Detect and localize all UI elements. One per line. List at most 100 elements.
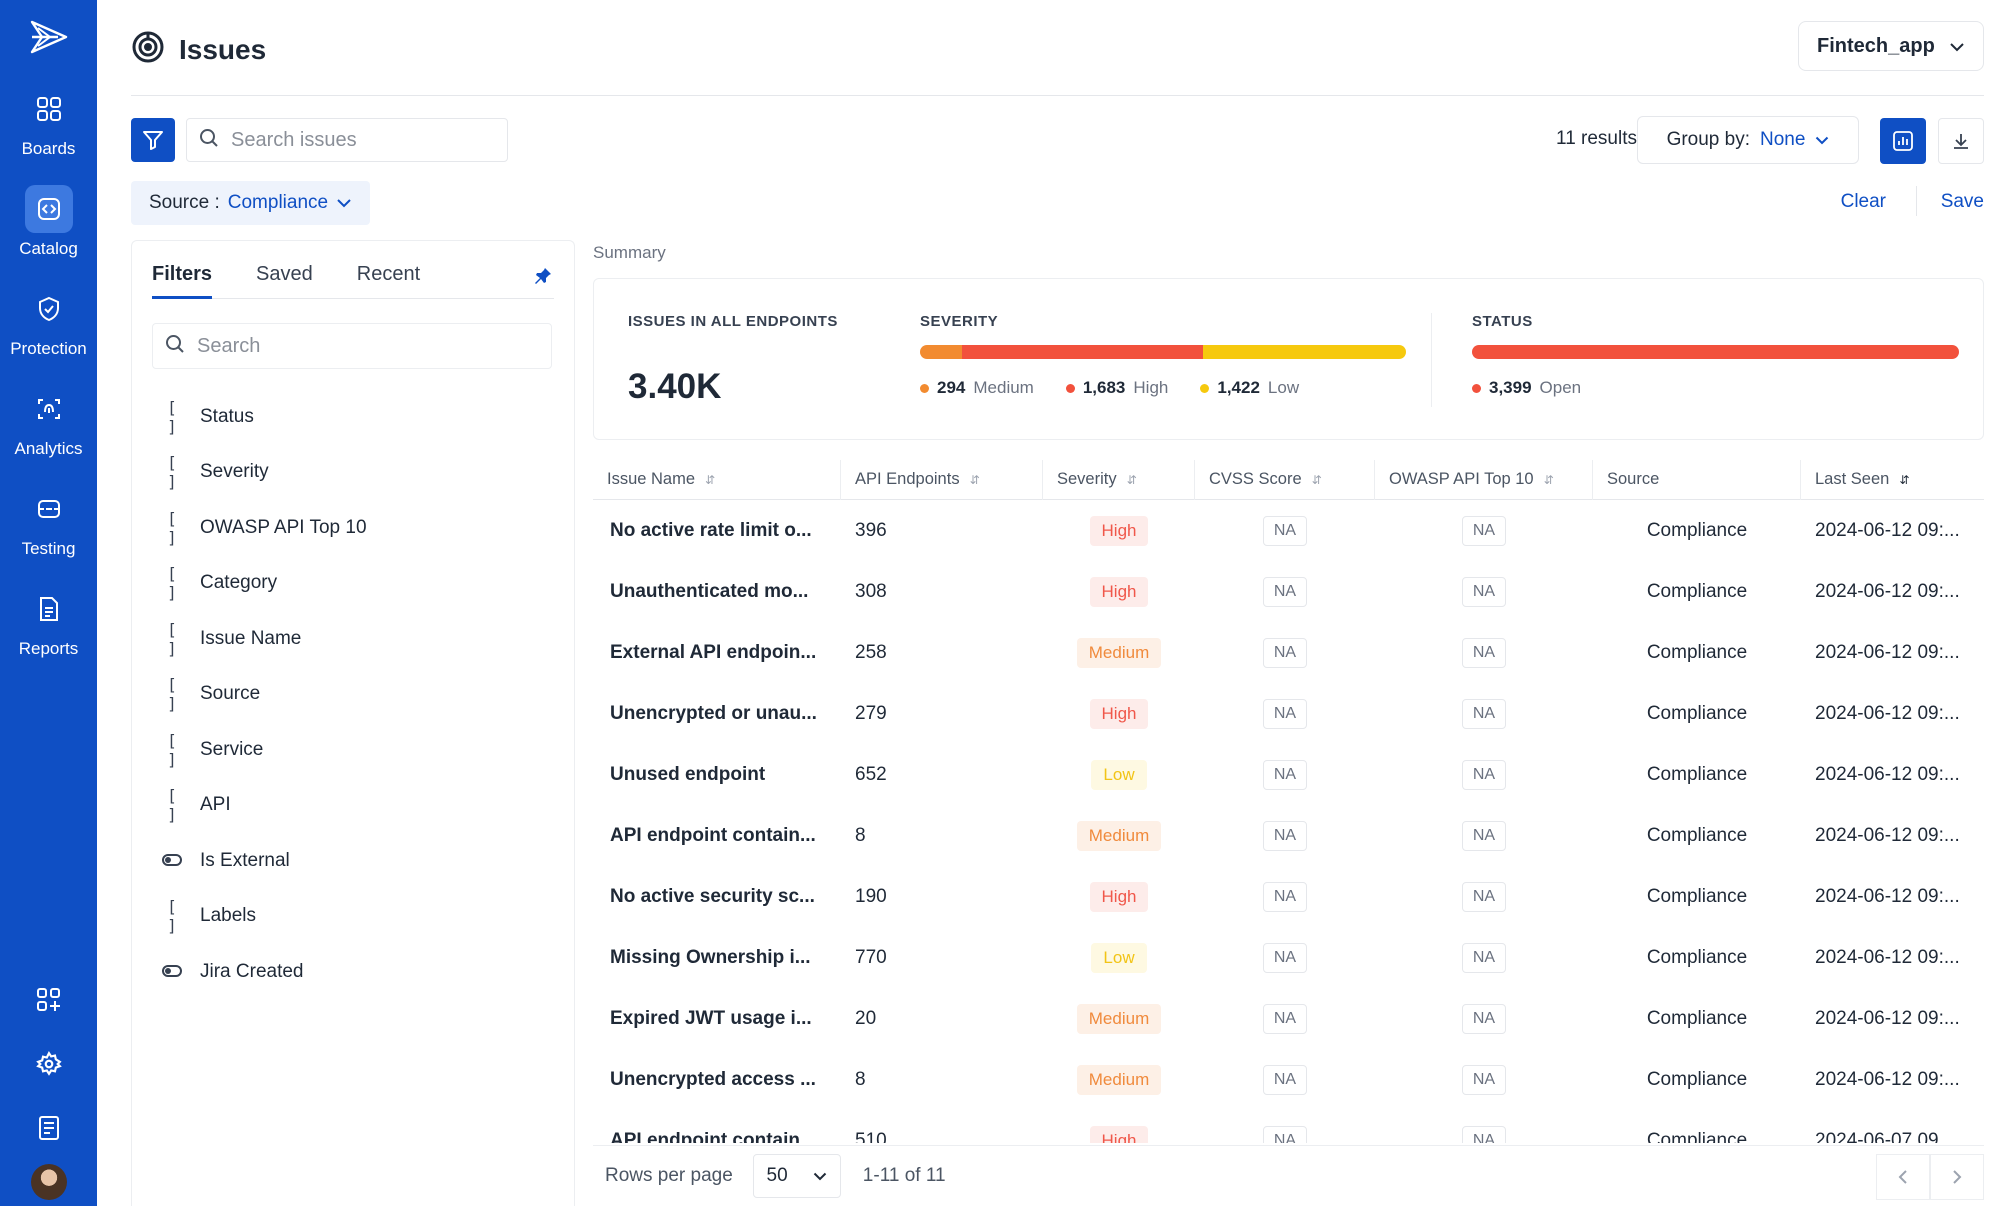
issue-name[interactable]: API endpoint contain... [610,824,816,846]
list-bracket-icon: [ ] [167,397,177,436]
tab-recent[interactable]: Recent [356,263,421,285]
sort-icon[interactable]: ⇵ [1543,472,1554,487]
avatar[interactable] [30,1164,67,1200]
filter-item[interactable]: [ ] Severity [162,445,552,501]
tab-saved[interactable]: Saved [256,263,313,285]
sidebar-item-boards[interactable]: Boards [0,72,97,172]
severity-badge: High [1089,881,1149,912]
gear-icon[interactable] [0,1032,97,1096]
severity-cell: Medium [1043,820,1195,851]
last-seen: 2024-06-12 09:... [1815,946,1960,968]
next-page-button[interactable] [1930,1154,1984,1200]
toggle-icon [162,851,182,870]
app-selector[interactable]: Fintech_app [1798,21,1984,71]
filter-item[interactable]: [ ] Category [162,556,552,612]
api-endpoints: 8 [855,1068,866,1090]
table-row[interactable]: Unauthenticated mo... 308 High NA NA Complian… [593,561,1984,622]
download-button[interactable] [1938,118,1984,164]
chart-view-button[interactable] [1880,118,1926,164]
table-row[interactable]: API endpoint contain... 510 High NA NA Compli… [593,1110,1984,1143]
sidebar-item-testing[interactable]: Testing [0,472,97,572]
issue-name[interactable]: API endpoint contain... [610,1129,816,1144]
issue-name[interactable]: Expired JWT usage i... [610,1007,812,1029]
issue-name[interactable]: Unused endpoint [610,763,766,785]
filter-toggle-button[interactable] [131,118,175,162]
column-header[interactable]: Severity ⇵ [1043,460,1195,500]
column-header[interactable]: Source [1593,460,1801,500]
sidebar-item-analytics[interactable]: Analytics [0,372,97,472]
filter-item[interactable]: [ ] Status [162,389,552,445]
table-row[interactable]: API endpoint contain... 8 Medium NA NA Compli… [593,805,1984,866]
api-endpoints: 8 [855,824,866,846]
search-issues-input[interactable] [231,128,491,152]
last-seen: 2024-06-12 09:... [1815,824,1960,846]
last-seen: 2024-06-12 09:... [1815,702,1960,724]
column-header-label: API Endpoints [855,470,960,488]
filter-item[interactable]: Is External [162,833,552,889]
sort-icon[interactable]: ⇵ [1126,472,1137,487]
issue-search [186,118,508,162]
table-row[interactable]: No active security sc... 190 High NA NA Compl… [593,866,1984,927]
pin-icon[interactable] [534,267,552,290]
column-header[interactable]: OWASP API Top 10 ⇵ [1375,460,1593,500]
sort-icon[interactable]: ⇵ [969,472,980,487]
docs-icon[interactable] [0,1096,97,1160]
sidebar-item-protection[interactable]: Protection [0,272,97,372]
sidebar-item-catalog[interactable]: Catalog [0,172,97,272]
table-row[interactable]: Expired JWT usage i... 20 Medium NA NA Compli… [593,988,1984,1049]
prev-page-button[interactable] [1876,1154,1930,1200]
column-header[interactable]: CVSS Score ⇵ [1195,460,1375,500]
app-selector-value: Fintech_app [1817,34,1935,57]
filter-item[interactable]: [ ] Issue Name [162,611,552,667]
severity-badge: High [1089,515,1149,546]
fingerprint-icon [25,385,73,433]
search-icon [199,128,219,153]
table-row[interactable]: External API endpoin... 258 Medium NA NA Comp… [593,622,1984,683]
filter-item[interactable]: [ ] Source [162,667,552,723]
filter-item[interactable]: [ ] API [162,778,552,834]
table-body: No active rate limit o... 396 High NA NA Comp… [593,500,1984,1143]
tab-filters[interactable]: Filters [152,263,213,299]
list-bracket-icon: [ ] [167,619,177,658]
filter-item-label: OWASP API Top 10 [200,516,367,538]
table-row[interactable]: No active rate limit o... 396 High NA NA Comp… [593,500,1984,561]
legend-item-medium: 294 Medium [920,378,1034,398]
filter-search-input[interactable] [197,334,537,358]
issue-name[interactable]: Unencrypted access ... [610,1068,816,1090]
issue-name[interactable]: Missing Ownership i... [610,946,811,968]
severity-badge: High [1089,1125,1149,1143]
save-filters-link[interactable]: Save [1940,191,1984,212]
sort-icon[interactable]: ⇵ [705,472,716,487]
issue-name[interactable]: Unencrypted or unau... [610,702,817,724]
filter-item[interactable]: [ ] Service [162,722,552,778]
filter-item[interactable]: [ ] Labels [162,889,552,945]
source-filter-chip[interactable]: Source : Compliance [131,181,371,225]
table-row[interactable]: Unencrypted or unau... 279 High NA NA Complia… [593,683,1984,744]
logo-icon[interactable] [26,14,72,60]
filter-item[interactable]: Jira Created [162,944,552,1000]
column-header[interactable]: API Endpoints ⇵ [841,460,1043,500]
filter-item[interactable]: [ ] OWASP API Top 10 [162,500,552,556]
table-row[interactable]: Unencrypted access ... 8 Medium NA NA Complia… [593,1049,1984,1110]
report-icon [25,585,73,633]
issue-name[interactable]: External API endpoin... [610,641,817,663]
issue-name[interactable]: No active security sc... [610,885,815,907]
group-by-select[interactable]: Group by: None [1637,116,1859,164]
filter-item-label: Severity [200,461,269,483]
rows-per-page-select[interactable]: 50 [752,1154,841,1198]
api-endpoints: 652 [855,763,887,785]
column-header[interactable]: Last Seen ⇵ [1801,460,1984,500]
table-row[interactable]: Unused endpoint 652 Low NA NA Compliance 2024-… [593,744,1984,805]
column-header[interactable]: Issue Name ⇵ [593,460,841,500]
summary-divider [1431,313,1432,407]
table-row[interactable]: Missing Ownership i... 770 Low NA NA Complian… [593,927,1984,988]
add-widget-icon[interactable] [0,968,97,1032]
clear-filters-link[interactable]: Clear [1840,191,1886,212]
sort-icon[interactable]: ⇵ [1899,472,1910,487]
sidebar-item-reports[interactable]: Reports [0,572,97,672]
owasp-cell: NA [1375,759,1593,790]
issue-name[interactable]: Unauthenticated mo... [610,580,809,602]
issue-name[interactable]: No active rate limit o... [610,519,812,541]
sort-icon[interactable]: ⇵ [1311,472,1322,487]
sidebar: Boards Catalog Protection Analytics Testing R… [0,0,97,1206]
